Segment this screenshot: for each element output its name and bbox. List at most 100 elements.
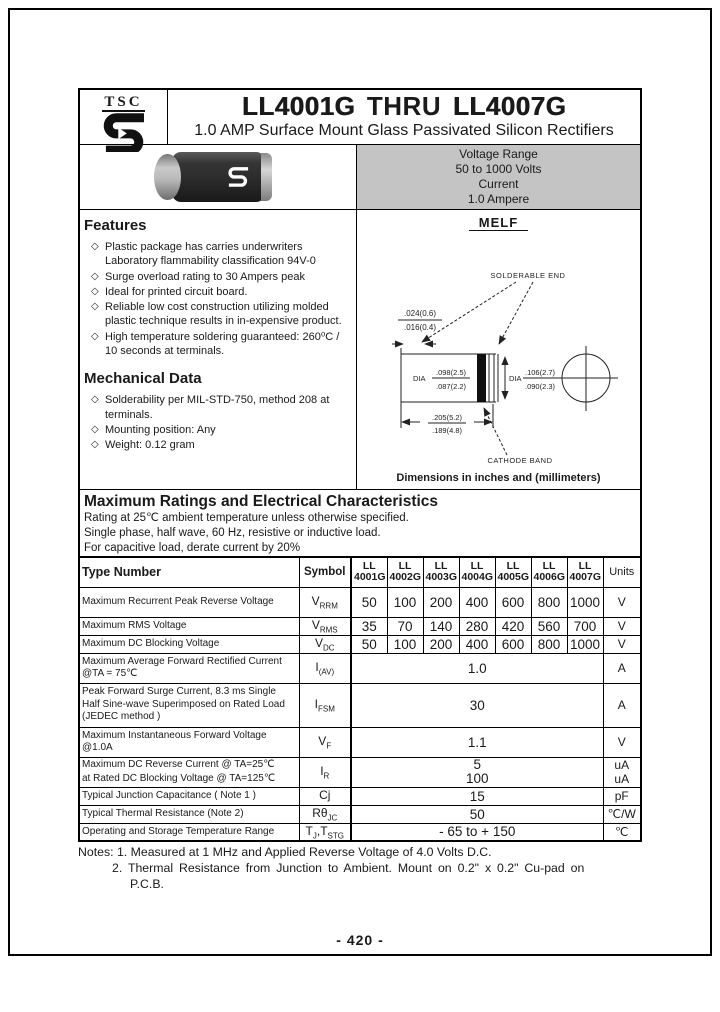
part-suffix: 4004G (461, 571, 494, 584)
feature-text: Surge overload rating to 30 Ampers peak (105, 270, 305, 283)
diamond-bullet-icon: ◇ (91, 423, 99, 435)
cathode-band-label: CATHODE BAND (487, 456, 552, 465)
feature-text: Ideal for printed circuit board. (105, 285, 248, 298)
diode-left-cap (154, 154, 181, 200)
part-suffix: 4006G (533, 571, 566, 584)
diode-photo (154, 152, 272, 202)
row-symbol: VDC (298, 634, 352, 654)
length-dimension: .205(5.2) .189(4.8) (431, 413, 462, 435)
value-span-cell: 15 (350, 786, 604, 806)
col-header-part: LL 4003G (422, 556, 460, 588)
part-prefix: LL (398, 560, 412, 573)
info-line: 1.0 Ampere (467, 192, 530, 206)
value-cell: 200 (422, 586, 460, 618)
cathode-band-mark (476, 354, 486, 402)
cathode-leader-line (483, 407, 507, 456)
feature-item: ◇ Ideal for printed circuit board. (84, 285, 356, 299)
row-label: Maximum Instantaneous Forward Voltage @1… (78, 726, 300, 758)
feature-text: Reliable low cost construction utilizing… (105, 301, 342, 328)
logo-cell: TSC (80, 90, 168, 152)
company-name: TSC (102, 94, 145, 112)
unit-cell: V (602, 726, 642, 758)
row-label: Typical Junction Capacitance ( Note 1 ) (78, 786, 300, 806)
unit-cell: pF (602, 786, 642, 806)
note-line: 2. Thermal Resistance from Junction to A… (112, 861, 585, 875)
unit-cell: uA uA (602, 756, 642, 788)
summary-row: Voltage Range 50 to 1000 Volts Current 1… (78, 145, 642, 210)
col-header-part: LL 4005G (494, 556, 532, 588)
svg-text:.189(4.8): .189(4.8) (431, 426, 462, 435)
part-prefix: LL (506, 560, 520, 573)
value-cell: 50 (350, 634, 388, 654)
table-row: Maximum DC Blocking Voltage VDC 50 100 2… (78, 634, 642, 654)
tsc-logo-icon (103, 113, 144, 152)
row-label: Maximum DC Reverse Current @ TA=25℃ at R… (78, 756, 300, 788)
value-span-cell: 5 100 (350, 756, 604, 788)
value-cell: 600 (494, 586, 532, 618)
title-cell: LL4001G THRU LL4007G 1.0 AMP Surface Mou… (168, 90, 640, 144)
unit-cell: ℃/W (602, 804, 642, 824)
value-cell: 100 (386, 586, 424, 618)
svg-text:DIA: DIA (413, 374, 426, 383)
row-label: Maximum Recurrent Peak Reverse Voltage (78, 586, 300, 618)
leader-lines (420, 281, 533, 345)
note-line: Notes: 1. Measured at 1 MHz and Applied … (78, 845, 492, 859)
row-label-line: Maximum DC Reverse Current @ TA=25℃ (82, 759, 275, 770)
value-cell: 200 (422, 634, 460, 654)
value-cell: 35 (350, 616, 388, 636)
unit-cell: V (602, 634, 642, 654)
datasheet-sheet: TSC LL4001G THRU LL4007G 1.0 AMP Surface… (78, 88, 642, 948)
svg-text:DIA: DIA (509, 374, 522, 383)
symbol-sub: J (312, 830, 317, 840)
symbol-base: ,T (316, 823, 328, 838)
ratings-table: Type Number Symbol LL 4001G LL 4002G LL 400… (78, 556, 642, 842)
title-part-number-end: LL4007G (452, 91, 567, 121)
svg-text:.024(0.6): .024(0.6) (403, 309, 435, 318)
unit-cell: A (602, 652, 642, 684)
value-cell: 1000 (566, 634, 604, 654)
table-header-row: Type Number Symbol LL 4001G LL 4002G LL 400… (78, 556, 642, 588)
row-label: Maximum Average Forward Rectified Curren… (78, 652, 300, 684)
dimensions-caption: Dimensions in inches and (millimeters) (396, 472, 601, 484)
row-symbol: TJ,TSTG (298, 822, 352, 842)
part-prefix: LL (542, 560, 556, 573)
diamond-bullet-icon: ◇ (91, 241, 99, 252)
svg-text:.106(2.7): .106(2.7) (524, 368, 555, 377)
value-span-cell: - 65 to + 150 (350, 822, 604, 842)
unit-cell: ℃ (602, 822, 642, 842)
info-line: Current (478, 177, 519, 191)
end-dia-dimension: DIA .106(2.7) .090(2.3) (509, 368, 556, 391)
col-header-part: LL 4001G (350, 556, 388, 588)
table-row: Maximum RMS Voltage VRMS 35 70 140 280 4… (78, 616, 642, 636)
symbol-base: Cj (319, 787, 331, 802)
svg-text:.205(5.2): .205(5.2) (431, 413, 462, 422)
page-subtitle: 1.0 AMP Surface Mount Glass Passivated S… (194, 122, 614, 139)
row-symbol: IR (298, 756, 352, 788)
value-span-cell: 50 (350, 804, 604, 824)
symbol-sub: (AV) (318, 667, 335, 677)
symbol-sub: RMS (319, 625, 338, 635)
diamond-bullet-icon: ◇ (91, 285, 99, 297)
diode-brand-icon (228, 167, 249, 187)
mechanical-item: ◇ Solderability per MIL-STD-750, method … (84, 393, 356, 422)
body-dia-dimension: DIA .098(2.5) .087(2.2) (413, 368, 467, 391)
row-symbol: VRMS (298, 616, 352, 636)
diamond-bullet-icon: ◇ (91, 394, 99, 406)
unit-line: uA (614, 772, 630, 786)
col-header-symbol: Symbol (298, 556, 352, 588)
symbol-base: Rθ (312, 805, 328, 820)
value-line: 100 (465, 771, 489, 786)
value-cell: 600 (494, 634, 532, 654)
note-line: P.C.B. (130, 877, 164, 891)
package-drawing-panel: MELF SOLDERABLE END .024(0.6) .016(0.4) (357, 210, 640, 489)
value-cell: 420 (494, 616, 532, 636)
symbol-sub: FSM (317, 704, 335, 714)
row-symbol: IFSM (298, 682, 352, 728)
end-width-dimension: .024(0.6) .016(0.4) (403, 309, 435, 332)
part-suffix: 4007G (569, 571, 602, 584)
feature-text: Plastic package has carries underwriters… (105, 241, 316, 268)
unit-cell: A (602, 682, 642, 728)
notes-section: Notes: 1. Measured at 1 MHz and Applied … (78, 844, 642, 892)
solderable-end-label: SOLDERABLE END (490, 271, 565, 280)
table-row: Maximum Instantaneous Forward Voltage @1… (78, 726, 642, 758)
